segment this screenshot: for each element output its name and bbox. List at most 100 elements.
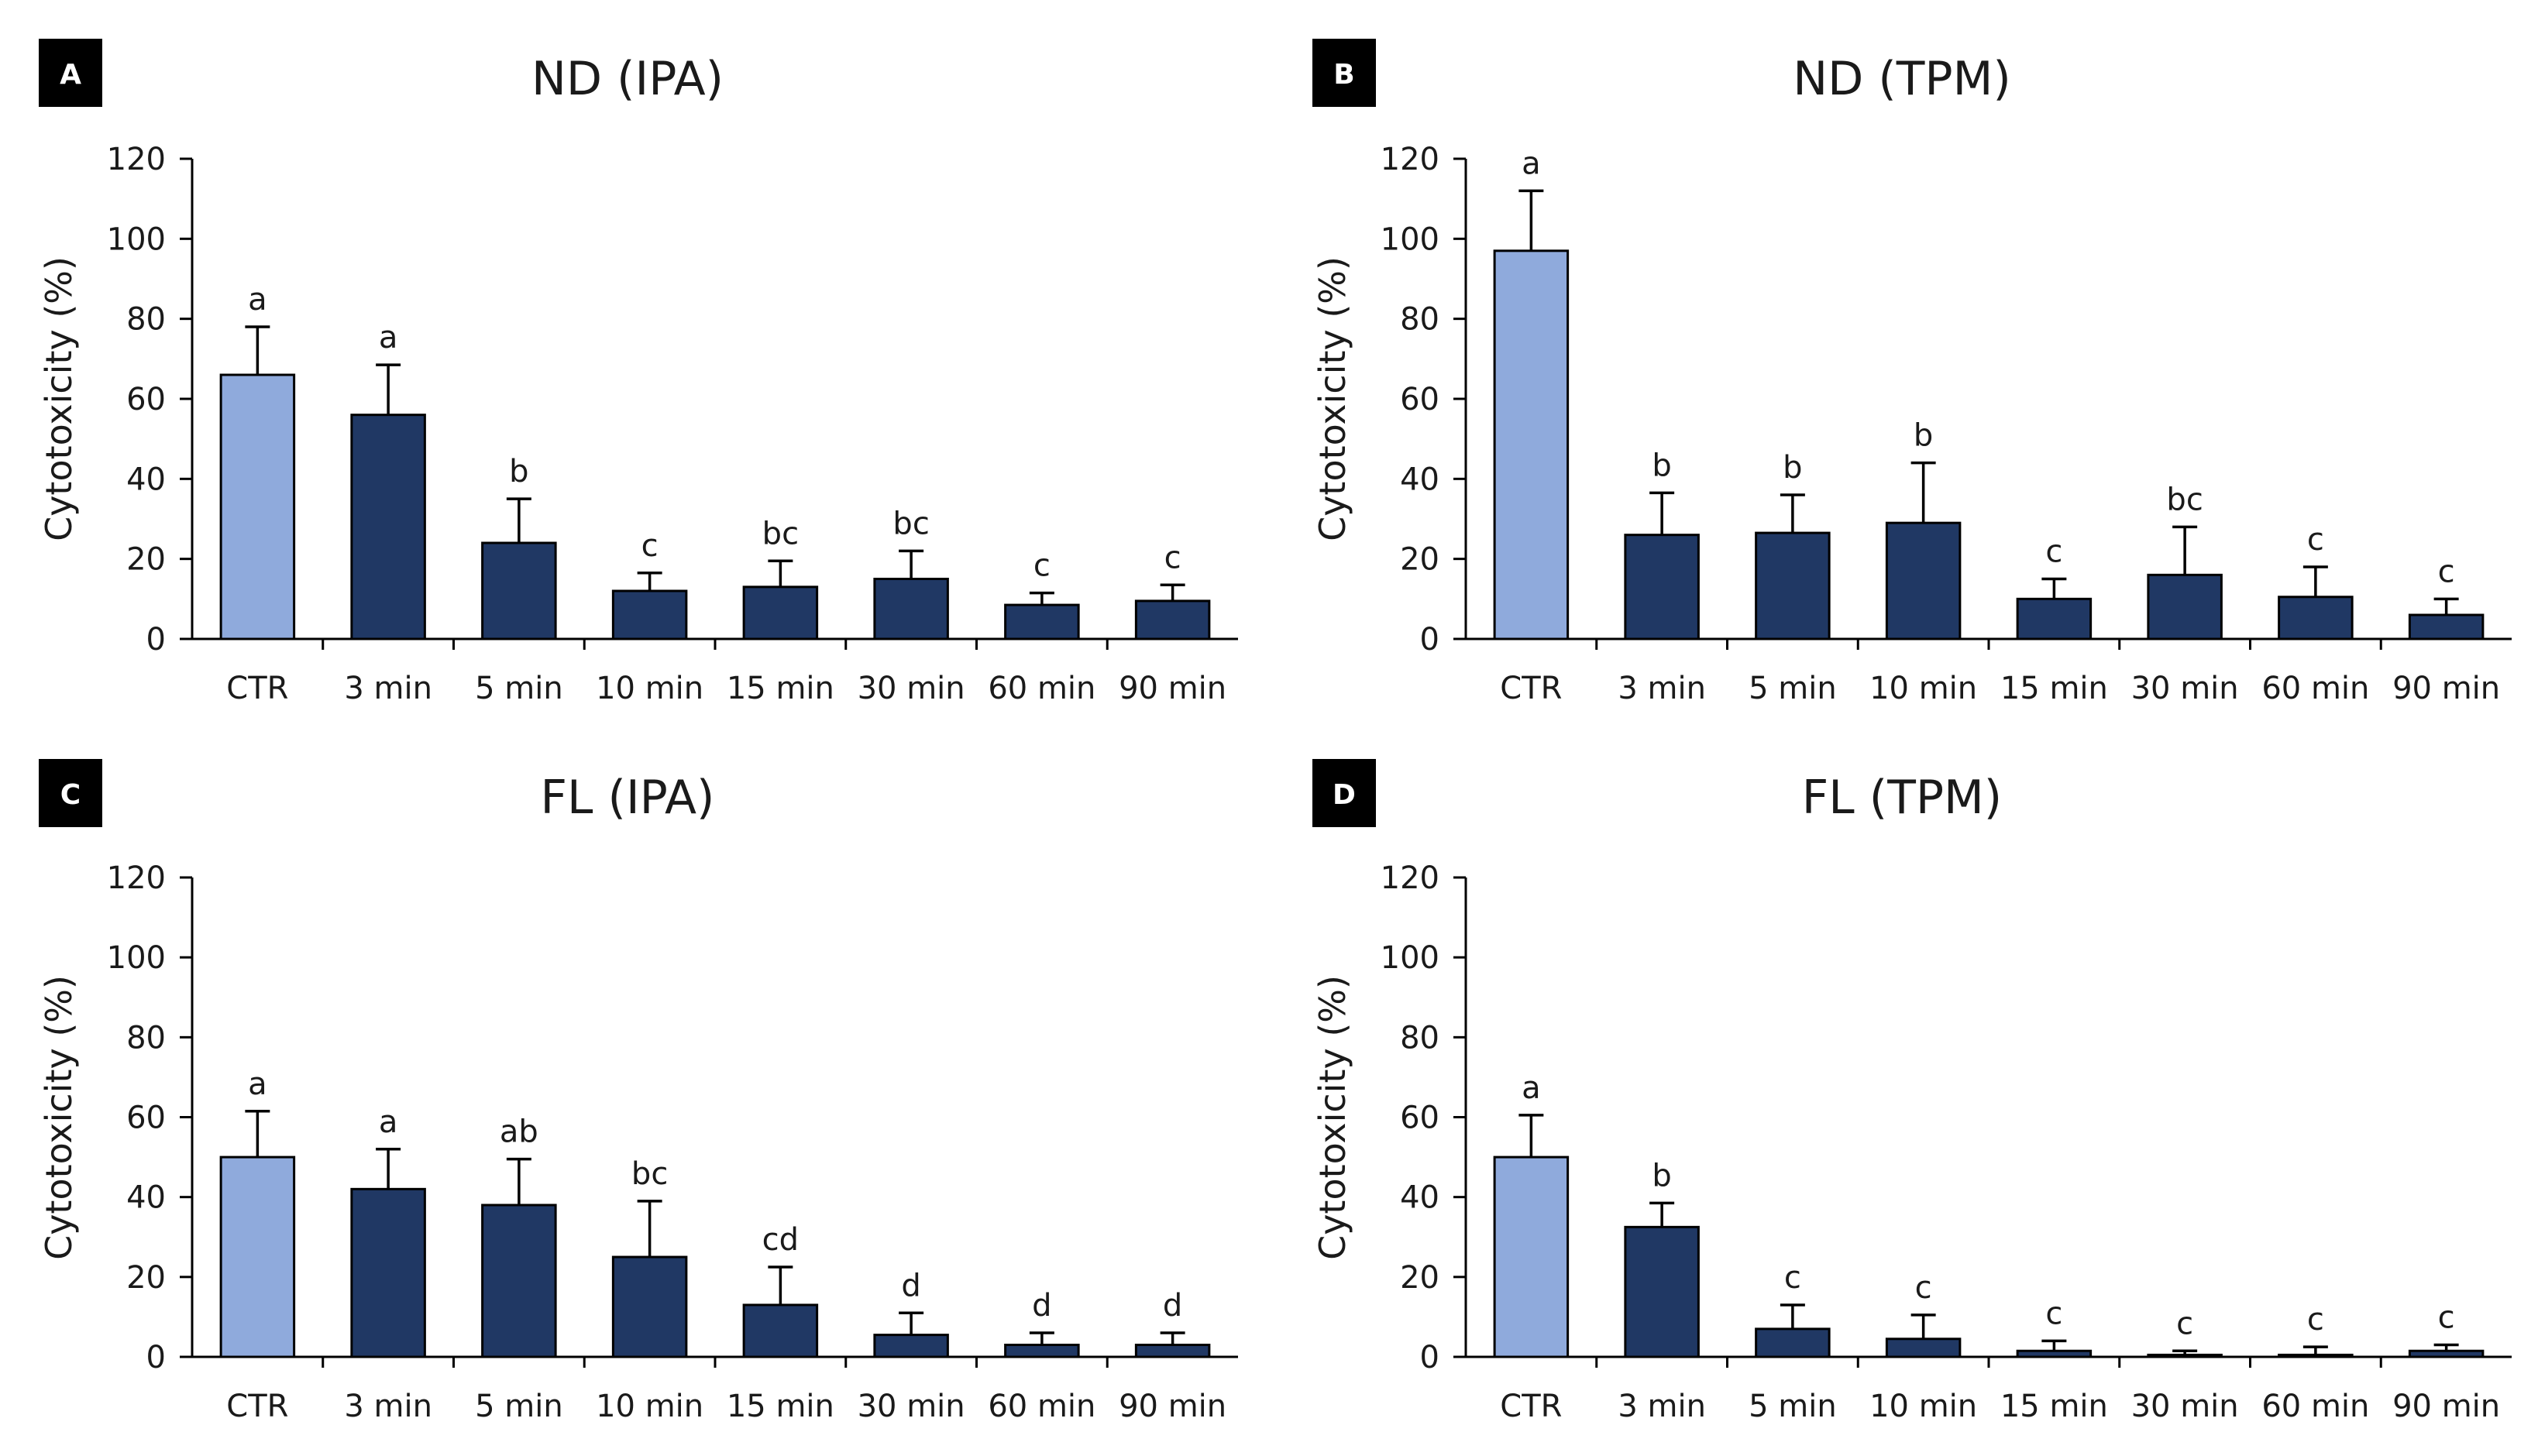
bar-30-min: [2147, 573, 2223, 640]
significance-letter: c: [1033, 548, 1051, 584]
x-tick-label: 10 min: [1869, 1389, 1977, 1424]
panel-label: B: [1333, 59, 1354, 91]
y-tick-label: 20: [126, 1260, 166, 1296]
bar-3-min: [1624, 1225, 1700, 1358]
bar-60-min: [2278, 596, 2354, 640]
y-tick-label: 100: [107, 221, 166, 257]
bar-3-min: [350, 414, 426, 640]
y-tick-label: 0: [1420, 1340, 1439, 1375]
x-tick-label: 90 min: [1119, 1389, 1226, 1424]
y-tick-label: 0: [146, 1340, 166, 1375]
bar-60-min: [1004, 603, 1080, 640]
y-tick-label: 100: [1381, 221, 1439, 257]
bar-ctr: [1493, 249, 1570, 640]
y-tick-label: 40: [126, 462, 166, 497]
bar-5-min: [481, 1204, 557, 1358]
bar-ctr: [219, 1156, 296, 1358]
x-tick-label: CTR: [226, 671, 288, 706]
x-tick-label: 30 min: [858, 671, 965, 706]
bar-60-min: [1004, 1344, 1080, 1358]
y-tick-label: 20: [126, 542, 166, 578]
x-tick-label: CTR: [1500, 1389, 1562, 1424]
bar-90-min: [2408, 1349, 2485, 1358]
chart-title: FL (IPA): [541, 771, 715, 825]
bar-5-min: [481, 541, 557, 640]
x-tick-label: 60 min: [2261, 671, 2369, 706]
x-tick-label: 15 min: [2000, 1389, 2108, 1424]
significance-letter: bc: [2166, 482, 2203, 517]
x-tick-label: 10 min: [596, 1389, 703, 1424]
significance-letter: b: [1914, 418, 1933, 454]
y-tick-label: 40: [1400, 462, 1439, 497]
x-tick-label: 5 min: [475, 1389, 563, 1424]
y-tick-label: 20: [1400, 542, 1439, 578]
bar-90-min: [1134, 599, 1211, 640]
significance-letter: a: [379, 320, 398, 355]
y-tick-label: 120: [1381, 142, 1439, 177]
bar-15-min: [742, 1303, 819, 1358]
x-tick-label: 30 min: [2131, 1389, 2239, 1424]
x-tick-label: 90 min: [2392, 671, 2500, 706]
bar-15-min: [2016, 1349, 2093, 1358]
y-tick-label: 80: [126, 1020, 166, 1056]
panel-label: A: [60, 59, 81, 91]
x-tick-label: 15 min: [727, 671, 834, 706]
x-tick-label: CTR: [1500, 671, 1562, 706]
bar-10-min: [611, 1255, 688, 1358]
y-tick-label: 80: [126, 302, 166, 338]
panel-label-box: [39, 39, 102, 107]
chart-panel-d: D FL (TPM) Cytotoxicity (%) 0 20 40 60 80 100 120…: [1312, 759, 2512, 1424]
significance-letter: c: [1784, 1260, 1801, 1296]
chart-panel-c: C FL (IPA) Cytotoxicity (%) 0 20 40 60 80 100 120…: [38, 759, 1238, 1424]
significance-letter: a: [1522, 146, 1541, 181]
y-tick-label: 100: [1381, 940, 1439, 976]
significance-letter: c: [2045, 534, 2062, 570]
y-axis-title: Cytotoxicity (%): [38, 975, 80, 1260]
y-tick-label: 120: [1381, 860, 1439, 896]
y-axis-title: Cytotoxicity (%): [1312, 975, 1353, 1260]
y-axis-title: Cytotoxicity (%): [38, 256, 80, 541]
bar-3-min: [350, 1187, 426, 1358]
bar-90-min: [1134, 1344, 1211, 1358]
y-tick-label: 60: [1400, 1101, 1439, 1136]
x-tick-label: 90 min: [1119, 671, 1226, 706]
significance-letter: ab: [500, 1114, 538, 1150]
significance-letter: d: [1032, 1288, 1051, 1324]
x-tick-label: 3 min: [1618, 671, 1706, 706]
significance-letter: d: [1163, 1288, 1182, 1324]
bar-15-min: [742, 585, 819, 640]
bar-90-min: [2408, 613, 2485, 640]
x-tick-label: 15 min: [727, 1389, 834, 1424]
panel-label: D: [1333, 779, 1356, 811]
significance-letter: c: [2307, 1302, 2324, 1338]
panel-label: C: [60, 779, 81, 811]
significance-letter: c: [641, 528, 659, 564]
y-tick-label: 60: [126, 1101, 166, 1136]
y-tick-label: 40: [1400, 1180, 1439, 1216]
significance-letter: a: [379, 1104, 398, 1140]
x-tick-label: 5 min: [1749, 671, 1837, 706]
y-tick-label: 60: [1400, 382, 1439, 417]
significance-letter: cd: [762, 1222, 799, 1258]
bar-10-min: [1885, 1338, 1962, 1358]
significance-letter: b: [509, 454, 528, 489]
significance-letter: b: [1652, 448, 1671, 483]
significance-letter: c: [1164, 540, 1181, 575]
x-tick-label: 3 min: [1618, 1389, 1706, 1424]
bar-10-min: [611, 589, 688, 640]
significance-letter: a: [248, 282, 267, 318]
significance-letter: a: [1522, 1070, 1541, 1106]
y-tick-label: 0: [1420, 622, 1439, 658]
bar-30-min: [2147, 1353, 2223, 1358]
significance-letter: bc: [762, 516, 799, 551]
y-tick-label: 80: [1400, 1020, 1439, 1056]
bar-5-min: [1755, 1327, 1831, 1358]
x-tick-label: 15 min: [2000, 671, 2108, 706]
significance-letter: c: [2045, 1296, 2062, 1331]
x-tick-label: 30 min: [2131, 671, 2239, 706]
chart-title: ND (TPM): [1793, 52, 2011, 106]
significance-letter: a: [248, 1066, 267, 1102]
y-tick-label: 120: [107, 860, 166, 896]
x-tick-label: 5 min: [475, 671, 563, 706]
